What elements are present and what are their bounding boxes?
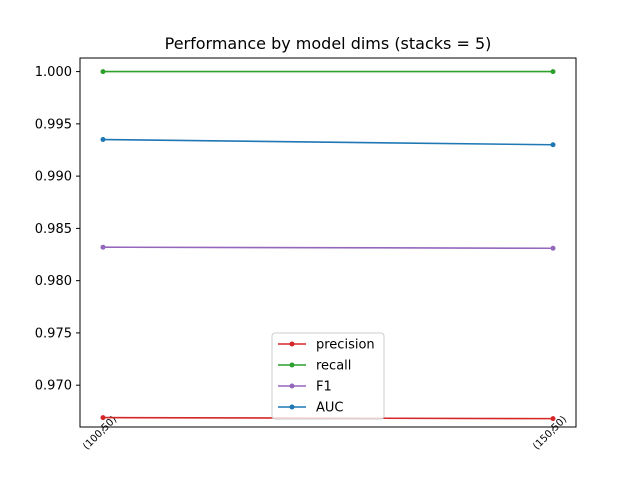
series-f1 [100, 244, 556, 251]
series-auc [100, 137, 556, 148]
legend-label: recall [316, 359, 351, 374]
y-axis: 0.970 0.975 0.980 0.985 0.990 0.995 1.000 [35, 65, 80, 394]
data-point [550, 69, 556, 75]
legend-marker [289, 404, 295, 410]
data-point [100, 415, 106, 421]
legend-marker [289, 341, 295, 347]
data-point [550, 142, 556, 148]
legend-item: recall [278, 359, 351, 374]
legend-label: precision [316, 338, 375, 353]
series-recall [100, 69, 556, 75]
y-tick-label: 0.975 [35, 326, 72, 341]
data-point [100, 69, 106, 75]
plot-area [79, 57, 577, 428]
legend-item: F1 [278, 380, 332, 395]
y-tick-label: 0.990 [35, 170, 72, 185]
y-tick-label: 0.970 [35, 379, 72, 394]
chart-title: Performance by model dims (stacks = 5) [165, 34, 492, 53]
data-point [100, 244, 106, 250]
legend-label: F1 [316, 380, 332, 395]
legend-marker [289, 383, 295, 389]
legend: precision recall F1 AUC [271, 332, 385, 420]
legend-box [271, 332, 385, 420]
legend-label: AUC [316, 401, 344, 416]
y-tick-label: 1.000 [35, 65, 72, 80]
legend-marker [289, 362, 295, 368]
data-point [550, 245, 556, 251]
series-line [102, 138, 554, 146]
series-line [102, 246, 554, 250]
data-point [100, 137, 106, 143]
y-tick-label: 0.995 [35, 117, 72, 132]
y-tick-label: 0.985 [35, 222, 72, 237]
data-point [550, 416, 556, 422]
legend-item: precision [278, 338, 375, 353]
legend-item: AUC [278, 401, 344, 416]
y-tick-label: 0.980 [35, 274, 72, 289]
